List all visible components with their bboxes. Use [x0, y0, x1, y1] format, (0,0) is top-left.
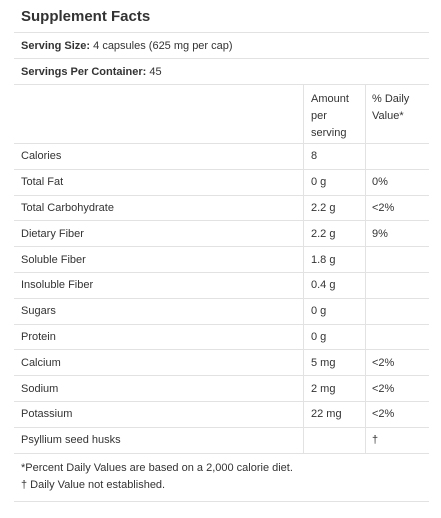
- nutrient-rows: Calories 8 Total Fat 0 g 0% Total Carbohydrat…: [14, 144, 429, 454]
- nutrient-daily-value: [365, 298, 429, 324]
- servings-per-container-label: Servings Per Container:: [21, 65, 147, 78]
- daily-value-column-header: % Daily Value*: [365, 85, 429, 143]
- nutrient-amount: 2 mg: [303, 376, 365, 401]
- nutrient-amount: [303, 427, 365, 453]
- nutrient-name: Total Carbohydrate: [21, 201, 114, 214]
- nutrient-daily-value: <2%: [365, 376, 429, 401]
- nutrient-daily-value: †: [365, 427, 429, 453]
- nutrient-daily-value: <2%: [365, 195, 429, 221]
- nutrient-amount: 1.8 g: [303, 247, 365, 272]
- nutrient-name: Insoluble Fiber: [21, 279, 94, 292]
- footnote-daily-values: *Percent Daily Values are based on a 2,0…: [21, 461, 293, 474]
- nutrient-daily-value: [365, 324, 429, 350]
- nutrient-row: Sodium 2 mg <2%: [14, 376, 429, 402]
- nutrient-daily-value: <2%: [365, 350, 429, 376]
- serving-size-row: Serving Size: 4 capsules (625 mg per cap…: [14, 33, 429, 59]
- nutrient-row: Insoluble Fiber 0.4 g: [14, 272, 429, 299]
- amount-column-header: Amount per serving: [303, 85, 365, 143]
- nutrient-daily-value: 9%: [365, 221, 429, 247]
- nutrient-daily-value: <2%: [365, 401, 429, 427]
- nutrient-amount: 5 mg: [303, 350, 365, 376]
- nutrient-amount: 0 g: [303, 324, 365, 350]
- panel-title: Supplement Facts: [21, 7, 151, 25]
- nutrient-row: Psyllium seed husks †: [14, 427, 429, 454]
- nutrient-row: Protein 0 g: [14, 324, 429, 351]
- nutrient-name: Sugars: [21, 305, 56, 318]
- header-name-cell: [14, 85, 303, 143]
- nutrient-row: Total Fat 0 g 0%: [14, 169, 429, 196]
- nutrient-amount: 2.2 g: [303, 221, 365, 247]
- nutrient-name: Total Fat: [21, 176, 64, 189]
- column-header-row: Amount per serving % Daily Value*: [14, 85, 429, 144]
- nutrient-name: Dietary Fiber: [21, 227, 84, 240]
- nutrient-row: Calories 8: [14, 144, 429, 170]
- nutrient-daily-value: [365, 247, 429, 272]
- nutrient-row: Calcium 5 mg <2%: [14, 350, 429, 377]
- nutrient-row: Dietary Fiber 2.2 g 9%: [14, 221, 429, 248]
- nutrient-amount: 0 g: [303, 298, 365, 324]
- footnotes: *Percent Daily Values are based on a 2,0…: [14, 454, 429, 502]
- nutrient-amount: 0 g: [303, 169, 365, 195]
- nutrient-row: Soluble Fiber 1.8 g: [14, 247, 429, 273]
- nutrient-amount: 22 mg: [303, 401, 365, 427]
- title-row: Supplement Facts: [14, 0, 429, 33]
- nutrient-name: Calcium: [21, 356, 61, 369]
- serving-size-value: 4 capsules (625 mg per cap): [93, 39, 233, 52]
- nutrient-name: Sodium: [21, 382, 59, 395]
- servings-per-container-row: Servings Per Container: 45: [14, 59, 429, 85]
- nutrient-daily-value: [365, 272, 429, 298]
- nutrient-name: Calories: [21, 150, 62, 163]
- nutrient-amount: 8: [303, 144, 365, 169]
- nutrient-amount: 0.4 g: [303, 272, 365, 298]
- footnote-not-established: † Daily Value not established.: [21, 478, 166, 491]
- nutrient-row: Potassium 22 mg <2%: [14, 401, 429, 428]
- nutrient-name: Potassium: [21, 408, 73, 421]
- nutrient-name: Soluble Fiber: [21, 253, 86, 266]
- nutrient-daily-value: 0%: [365, 169, 429, 195]
- servings-per-container-value: 45: [149, 65, 162, 78]
- nutrient-row: Sugars 0 g: [14, 298, 429, 325]
- nutrient-amount: 2.2 g: [303, 195, 365, 221]
- nutrient-name: Protein: [21, 330, 56, 343]
- nutrient-daily-value: [365, 144, 429, 169]
- nutrient-name: Psyllium seed husks: [21, 434, 121, 447]
- serving-size-label: Serving Size:: [21, 39, 91, 52]
- nutrient-row: Total Carbohydrate 2.2 g <2%: [14, 195, 429, 222]
- supplement-facts-panel: Supplement Facts Serving Size: 4 capsule…: [14, 0, 429, 502]
